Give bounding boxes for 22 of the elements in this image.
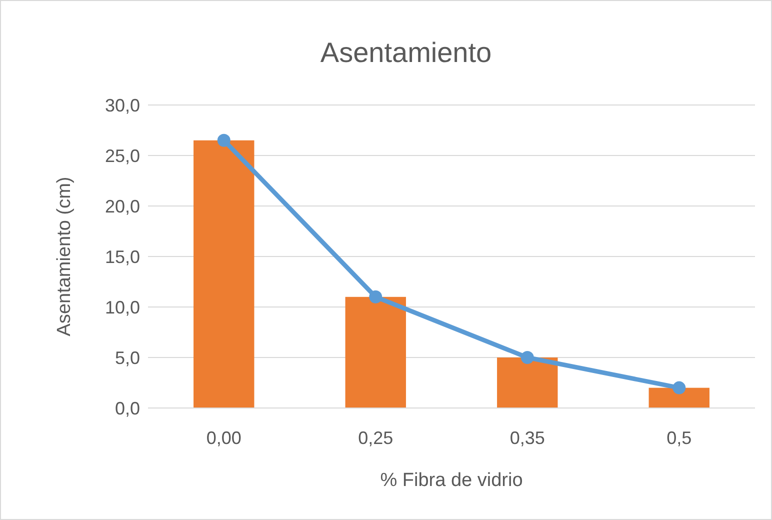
y-tick-label: 10,0 <box>104 297 140 318</box>
x-tick-label: 0,35 <box>510 428 545 448</box>
y-axis-title: Asentamiento (cm) <box>54 176 75 336</box>
chart-title: Asentamiento <box>320 37 492 68</box>
y-tick-label: 5,0 <box>114 348 140 368</box>
bar <box>194 140 254 408</box>
y-tick-label: 25,0 <box>104 146 140 166</box>
x-tick-label: 0,00 <box>206 428 242 448</box>
x-tick-label: 0,25 <box>358 428 394 448</box>
x-tick-label: 0,5 <box>666 428 692 448</box>
point <box>672 381 686 394</box>
x-axis-title: % Fibra de vidrio <box>380 470 523 491</box>
point <box>217 134 230 147</box>
y-tick-label: 0,0 <box>114 398 140 418</box>
y-tick-label: 15,0 <box>104 246 140 267</box>
bar <box>648 388 710 408</box>
y-tick-label: 20,0 <box>104 196 140 216</box>
point <box>369 290 382 304</box>
bar <box>345 296 406 408</box>
point <box>520 351 534 364</box>
y-tick-label: 30,0 <box>104 95 140 116</box>
bar <box>497 358 558 408</box>
